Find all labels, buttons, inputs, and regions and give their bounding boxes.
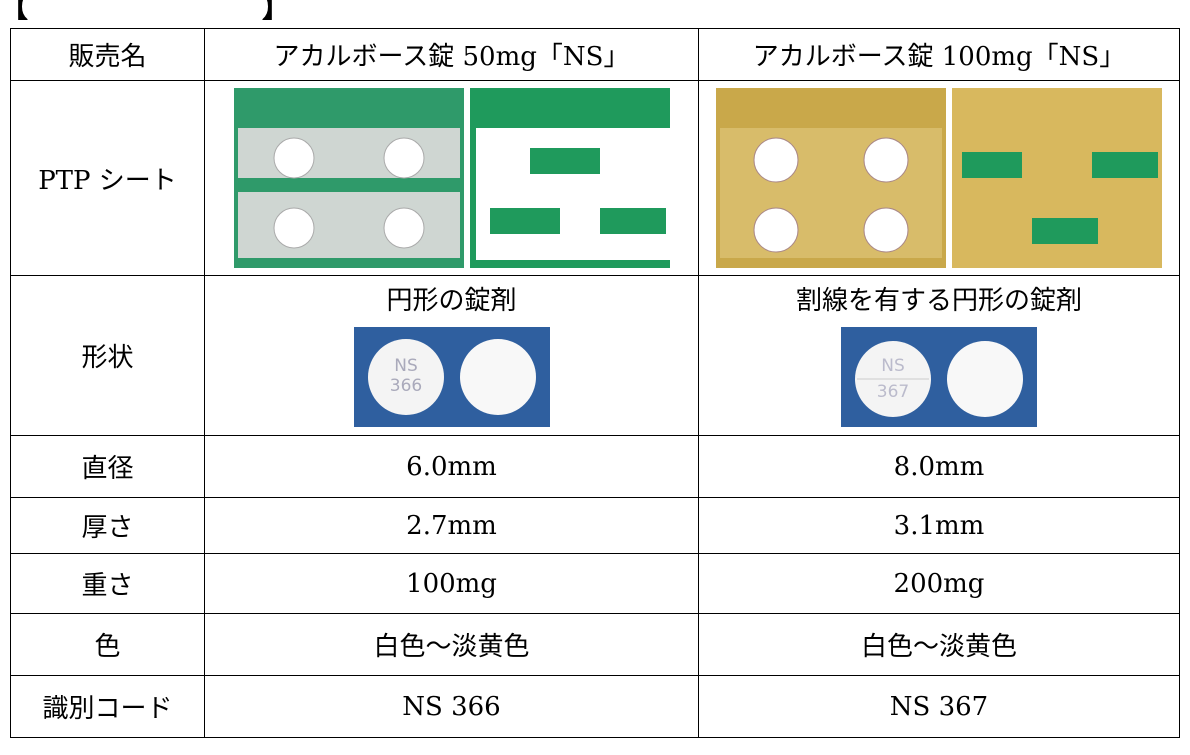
- row-label: 厚さ: [10, 497, 205, 554]
- value-cell: NS 367: [698, 675, 1180, 738]
- spec-row: 識別コード NS 366 NS 367: [10, 675, 1180, 738]
- imprint: 366: [389, 376, 421, 396]
- spec-row: 厚さ 2.7mm 3.1mm: [10, 497, 1180, 554]
- spec-table: 販売名 アカルボース錠 50mg「NS」 アカルボース錠 100mg「NS」 P…: [10, 28, 1180, 738]
- row-label: 重さ: [10, 553, 205, 614]
- row-label: 識別コード: [10, 675, 205, 738]
- ptp-photo: [952, 88, 1162, 268]
- shape-cell: 割線を有する円形の錠剤 NS 367: [698, 275, 1180, 436]
- row-label: 形状: [10, 275, 205, 436]
- ptp-photo: [469, 88, 670, 268]
- row-label: 色: [10, 613, 205, 676]
- imprint: 367: [877, 382, 909, 402]
- ptp-photo: [233, 88, 464, 268]
- ptp-cell: [204, 80, 699, 276]
- row-label: PTP シート: [10, 80, 205, 276]
- shape-desc: 割線を有する円形の錠剤: [795, 285, 1082, 316]
- spec-row: 直径 6.0mm 8.0mm: [10, 435, 1180, 498]
- header-cell: 販売名: [10, 28, 205, 81]
- imprint: NS: [394, 356, 418, 376]
- ptp-cell: [698, 80, 1180, 276]
- shape-cell: 円形の錠剤 NS 366: [204, 275, 699, 436]
- header-close: 】: [262, 0, 291, 24]
- shape-desc: 円形の錠剤: [386, 285, 517, 316]
- spec-row: 重さ 100mg 200mg: [10, 553, 1180, 614]
- header-row: 販売名 アカルボース錠 50mg「NS」 アカルボース錠 100mg「NS」: [10, 28, 1180, 81]
- tablet-photo: NS 367: [841, 326, 1037, 427]
- ptp-photo: [716, 88, 946, 268]
- value-cell: 6.0mm: [204, 435, 699, 498]
- header-cell: アカルボース錠 100mg「NS」: [698, 28, 1180, 81]
- value-cell: 200mg: [698, 553, 1180, 614]
- imprint: NS: [881, 356, 905, 376]
- value-cell: 100mg: [204, 553, 699, 614]
- value-cell: 白色～淡黄色: [204, 613, 699, 676]
- header: 【 】: [0, 0, 310, 24]
- header-cell: アカルボース錠 50mg「NS」: [204, 28, 699, 81]
- shape-row: 形状 円形の錠剤 NS 366 割線を有する円形の錠剤 NS 367: [10, 275, 1180, 436]
- row-label: 直径: [10, 435, 205, 498]
- value-cell: 8.0mm: [698, 435, 1180, 498]
- header-open: 【: [0, 0, 29, 24]
- spec-row: 色白色～淡黄色 白色～淡黄色: [10, 613, 1180, 676]
- value-cell: 白色～淡黄色: [698, 613, 1180, 676]
- value-cell: 2.7mm: [204, 497, 699, 554]
- value-cell: 3.1mm: [698, 497, 1180, 554]
- value-cell: NS 366: [204, 675, 699, 738]
- ptp-row: PTP シート: [10, 80, 1180, 276]
